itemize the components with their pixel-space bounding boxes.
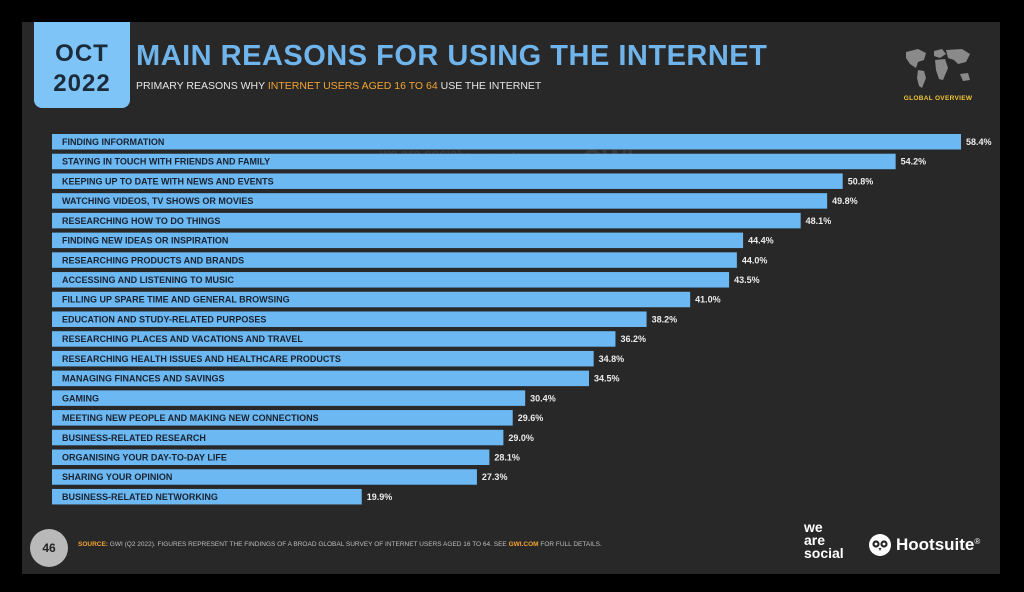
bar-label-13: GAMING [62, 393, 99, 403]
bar-11 [52, 350, 594, 367]
hootsuite-name: Hootsuite [896, 535, 975, 554]
bar-6 [52, 252, 737, 268]
bar-chart: FINDING INFORMATION 58.4% STAYING IN TOUCH… [52, 134, 992, 505]
value-label-2: 50.8% [848, 176, 874, 186]
bar-label-12: MANAGING FINANCES AND SAVINGS [62, 374, 225, 384]
date-badge: OCT 2022 [34, 22, 130, 108]
bar-13 [52, 390, 526, 406]
was-word-3: social [804, 545, 844, 561]
value-label-9: 38.2% [652, 314, 678, 324]
value-label-8: 41.0% [695, 295, 721, 305]
bar-8 [52, 291, 691, 308]
value-label-12: 34.5% [594, 374, 620, 384]
bar-12 [52, 370, 589, 387]
bar-2 [52, 173, 843, 189]
global-overview-label: GLOBAL OVERVIEW [903, 95, 973, 102]
slide: OCT 2022 MAIN REASONS FOR USING THE INTE… [22, 22, 1000, 574]
value-label-10: 36.2% [620, 334, 646, 344]
bar-14 [52, 410, 513, 426]
bar-label-10: RESEARCHING PLACES AND VACATIONS AND TRA… [62, 334, 303, 344]
bar-5 [52, 232, 744, 249]
bar-label-14: MEETING NEW PEOPLE AND MAKING NEW CONNEC… [62, 413, 319, 423]
bar-label-18: BUSINESS-RELATED NETWORKING [62, 492, 218, 502]
value-label-3: 49.8% [832, 196, 858, 206]
value-label-13: 30.4% [530, 393, 556, 403]
bar-label-5: FINDING NEW IDEAS OR INSPIRATION [62, 236, 228, 246]
value-label-14: 29.6% [518, 413, 544, 423]
bar-1 [52, 153, 896, 170]
bar-label-3: WATCHING VIDEOS, TV SHOWS OR MOVIES [62, 196, 253, 206]
we-are-social-logo: we are social [804, 519, 844, 561]
was-word-1: we [804, 519, 823, 535]
value-label-6: 44.0% [742, 255, 768, 265]
page-subtitle: PRIMARY REASONS WHY INTERNET USERS AGED … [136, 80, 541, 92]
owl-icon [869, 534, 891, 556]
bar-3 [52, 193, 828, 209]
badge-year: 2022 [53, 70, 111, 97]
source-label: SOURCE: [78, 541, 108, 548]
source-after: FOR FULL DETAILS. [538, 541, 602, 548]
value-label-7: 43.5% [734, 275, 760, 285]
bar-label-2: KEEPING UP TO DATE WITH NEWS AND EVENTS [62, 176, 274, 186]
bar-label-8: FILLING UP SPARE TIME AND GENERAL BROWSI… [62, 295, 290, 305]
value-label-18: 19.9% [367, 492, 393, 502]
bar-7 [52, 272, 730, 288]
bar-label-9: EDUCATION AND STUDY-RELATED PURPOSES [62, 314, 266, 324]
subtitle-highlight: INTERNET USERS AGED 16 TO 64 [267, 80, 438, 92]
world-map-icon [900, 44, 976, 92]
source-text: GWI (Q2 2022). FIGURES REPRESENT THE FIN… [107, 541, 509, 548]
value-label-0: 58.4% [966, 137, 992, 147]
value-label-11: 34.8% [599, 354, 625, 364]
bar-label-17: SHARING YOUR OPINION [62, 472, 172, 482]
subtitle-after: USE THE INTERNET [437, 80, 542, 92]
bar-label-0: FINDING INFORMATION [62, 137, 164, 147]
bar-label-7: ACCESSING AND LISTENING TO MUSIC [62, 275, 235, 285]
was-word-2: are [804, 532, 826, 548]
value-label-16: 28.1% [494, 452, 520, 462]
bar-label-15: BUSINESS-RELATED RESEARCH [62, 433, 206, 443]
value-label-15: 29.0% [508, 433, 534, 443]
value-label-1: 54.2% [901, 157, 927, 167]
bar-label-4: RESEARCHING HOW TO DO THINGS [62, 216, 220, 226]
bar-17 [52, 469, 477, 485]
bar-label-6: RESEARCHING PRODUCTS AND BRANDS [62, 255, 244, 265]
page-number: 46 [30, 529, 68, 567]
bar-10 [52, 331, 616, 347]
bar-9 [52, 311, 647, 327]
bar-label-16: ORGANISING YOUR DAY-TO-DAY LIFE [62, 452, 227, 462]
bar-label-1: STAYING IN TOUCH WITH FRIENDS AND FAMILY [62, 157, 270, 167]
source-note: SOURCE: GWI (Q2 2022). FIGURES REPRESENT… [78, 541, 602, 548]
bar-label-11: RESEARCHING HEALTH ISSUES AND HEALTHCARE… [62, 354, 341, 364]
subtitle-before: PRIMARY REASONS WHY [136, 80, 268, 92]
source-link[interactable]: GWI.COM [508, 541, 539, 548]
value-label-4: 48.1% [806, 216, 832, 226]
bar-15 [52, 429, 504, 446]
badge-month: OCT [55, 40, 109, 67]
page-title: MAIN REASONS FOR USING THE INTERNET [136, 40, 768, 72]
bar-4 [52, 212, 801, 229]
bar-0 [52, 134, 961, 150]
value-label-17: 27.3% [482, 472, 508, 482]
registered-mark: ® [974, 536, 981, 546]
hootsuite-logo: Hootsuite ® [868, 532, 980, 558]
value-label-5: 44.4% [748, 236, 774, 246]
bar-16 [52, 449, 490, 466]
bar-18 [52, 488, 362, 505]
